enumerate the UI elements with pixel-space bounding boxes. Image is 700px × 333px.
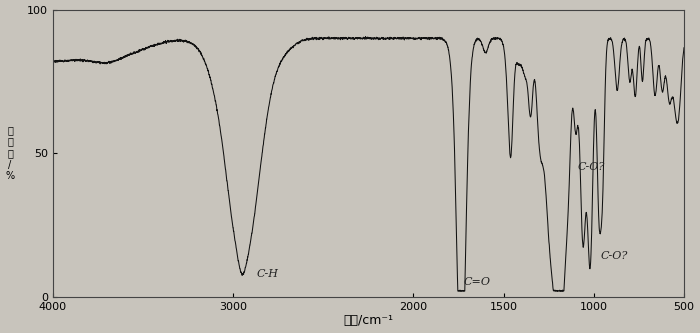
Y-axis label: 透
射
率
/
%: 透 射 率 / %: [6, 125, 15, 181]
Text: C-H: C-H: [256, 269, 279, 279]
Text: C=O: C=O: [464, 277, 491, 287]
Text: C-O?: C-O?: [601, 251, 629, 261]
Text: C-O?: C-O?: [578, 163, 605, 172]
X-axis label: 波数/cm⁻¹: 波数/cm⁻¹: [343, 314, 393, 327]
